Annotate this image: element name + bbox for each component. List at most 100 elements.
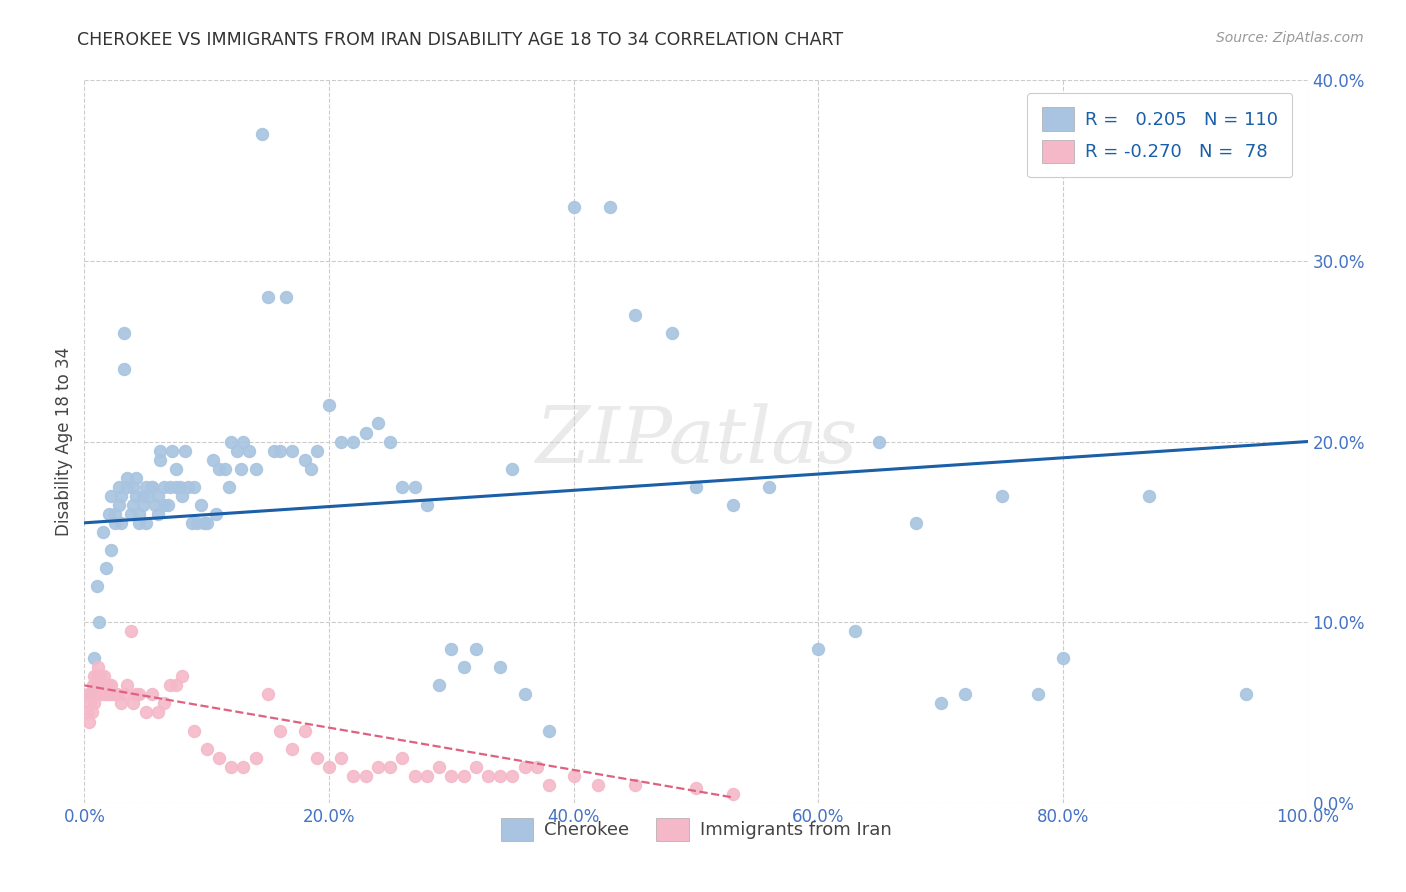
Point bbox=[1236, 687, 1258, 701]
Point bbox=[122, 498, 145, 512]
Point bbox=[105, 687, 128, 701]
Point bbox=[141, 687, 163, 701]
Point bbox=[110, 516, 132, 530]
Point bbox=[440, 769, 463, 783]
Point bbox=[661, 326, 683, 340]
Point bbox=[758, 480, 780, 494]
Point bbox=[132, 489, 155, 503]
Point bbox=[305, 750, 328, 764]
Point bbox=[489, 660, 512, 674]
Point bbox=[165, 480, 187, 494]
Point bbox=[141, 480, 163, 494]
Point bbox=[721, 787, 744, 801]
Point bbox=[562, 200, 585, 214]
Point bbox=[128, 687, 150, 701]
Point bbox=[79, 697, 101, 711]
Point bbox=[330, 434, 353, 449]
Point bbox=[186, 516, 208, 530]
Point bbox=[342, 434, 364, 449]
Point bbox=[281, 741, 304, 756]
Point bbox=[440, 642, 463, 657]
Point bbox=[86, 678, 108, 692]
Point bbox=[135, 706, 157, 720]
Point bbox=[79, 687, 101, 701]
Point bbox=[218, 480, 240, 494]
Point bbox=[87, 615, 110, 630]
Point bbox=[208, 750, 231, 764]
Point bbox=[299, 461, 322, 475]
Point bbox=[125, 489, 148, 503]
Point bbox=[83, 697, 105, 711]
Point bbox=[87, 687, 110, 701]
Point bbox=[464, 760, 486, 774]
Point bbox=[294, 723, 316, 738]
Point bbox=[87, 660, 110, 674]
Point bbox=[538, 778, 561, 792]
Point bbox=[122, 480, 145, 494]
Point bbox=[1052, 651, 1074, 665]
Point bbox=[721, 498, 744, 512]
Point bbox=[97, 678, 120, 692]
Point bbox=[120, 507, 142, 521]
Point bbox=[219, 760, 242, 774]
Point bbox=[76, 706, 98, 720]
Point bbox=[77, 687, 100, 701]
Point bbox=[173, 443, 195, 458]
Point bbox=[427, 678, 450, 692]
Point bbox=[104, 516, 127, 530]
Point bbox=[367, 760, 389, 774]
Point bbox=[84, 687, 107, 701]
Point bbox=[112, 362, 135, 376]
Point bbox=[562, 769, 585, 783]
Point bbox=[96, 678, 118, 692]
Point bbox=[232, 434, 254, 449]
Point bbox=[83, 651, 105, 665]
Point bbox=[112, 687, 135, 701]
Point bbox=[232, 760, 254, 774]
Point bbox=[214, 461, 236, 475]
Point bbox=[98, 687, 121, 701]
Point bbox=[107, 480, 129, 494]
Point bbox=[162, 443, 184, 458]
Point bbox=[97, 507, 120, 521]
Point bbox=[149, 452, 172, 467]
Point bbox=[86, 579, 108, 593]
Point bbox=[318, 760, 340, 774]
Point bbox=[257, 290, 280, 304]
Point bbox=[404, 769, 426, 783]
Point bbox=[100, 678, 122, 692]
Point bbox=[219, 434, 242, 449]
Point bbox=[453, 660, 475, 674]
Point bbox=[91, 524, 114, 539]
Point bbox=[80, 706, 103, 720]
Point bbox=[94, 687, 117, 701]
Point bbox=[1137, 489, 1160, 503]
Point bbox=[183, 480, 205, 494]
Point bbox=[538, 723, 561, 738]
Point bbox=[905, 516, 928, 530]
Point bbox=[380, 434, 402, 449]
Point bbox=[477, 769, 499, 783]
Point bbox=[427, 760, 450, 774]
Point bbox=[90, 687, 112, 701]
Text: Source: ZipAtlas.com: Source: ZipAtlas.com bbox=[1216, 31, 1364, 45]
Point bbox=[453, 769, 475, 783]
Point bbox=[245, 750, 267, 764]
Point bbox=[502, 769, 524, 783]
Point bbox=[177, 480, 200, 494]
Point bbox=[513, 687, 536, 701]
Point bbox=[101, 687, 124, 701]
Point bbox=[89, 669, 111, 683]
Point bbox=[624, 308, 647, 322]
Point bbox=[115, 678, 138, 692]
Text: ZIPatlas: ZIPatlas bbox=[534, 403, 858, 480]
Point bbox=[146, 706, 169, 720]
Point bbox=[205, 507, 228, 521]
Text: CHEROKEE VS IMMIGRANTS FROM IRAN DISABILITY AGE 18 TO 34 CORRELATION CHART: CHEROKEE VS IMMIGRANTS FROM IRAN DISABIL… bbox=[77, 31, 844, 49]
Point bbox=[110, 697, 132, 711]
Point bbox=[229, 461, 252, 475]
Point bbox=[391, 480, 413, 494]
Point bbox=[190, 498, 212, 512]
Point bbox=[195, 741, 218, 756]
Point bbox=[844, 624, 866, 639]
